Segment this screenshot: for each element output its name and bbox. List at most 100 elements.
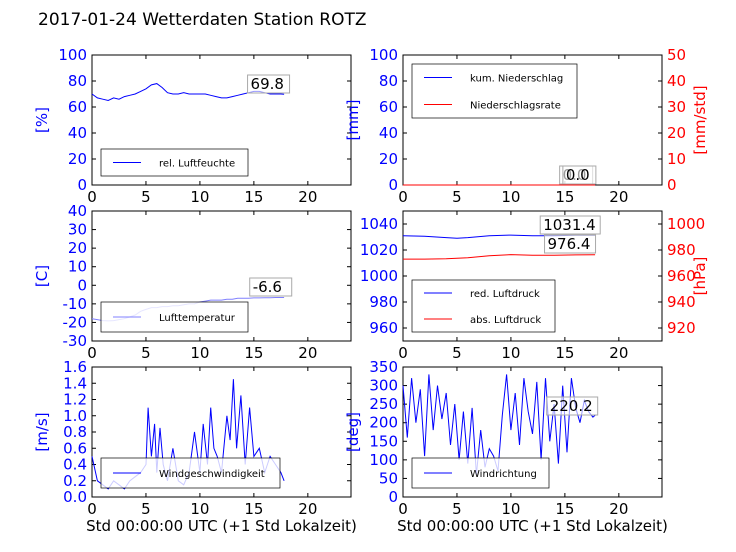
y-tick-label: 0 bbox=[77, 276, 87, 294]
x-tick-label: 0 bbox=[398, 344, 408, 362]
x-tick-label: 10 bbox=[501, 344, 520, 362]
y-tick-label: 10 bbox=[68, 258, 87, 276]
x-tick-label: 20 bbox=[298, 188, 317, 206]
y-tick-label: 1040 bbox=[360, 215, 398, 233]
legend-label: rel. Luftfeuchte bbox=[159, 159, 235, 170]
legend-label: Lufttemperatur bbox=[159, 313, 236, 324]
y-tick-label: 20 bbox=[379, 150, 398, 168]
y-tick-label: 80 bbox=[68, 72, 87, 90]
y2-tick-label: 920 bbox=[667, 319, 696, 337]
y-tick-label: 50 bbox=[379, 469, 398, 487]
x-tick-label: 10 bbox=[190, 500, 209, 518]
y-tick-label: 200 bbox=[369, 414, 398, 432]
series-line bbox=[402, 374, 596, 475]
y-tick-label: 0 bbox=[388, 488, 398, 506]
y2-tick-label: 1000 bbox=[667, 215, 705, 233]
y-tick-label: 0 bbox=[77, 176, 87, 194]
y-tick-label: 1020 bbox=[360, 241, 398, 259]
x-tick-label: 0 bbox=[87, 188, 97, 206]
annotation-label: 69.8 bbox=[251, 75, 284, 93]
y-tick-label: 150 bbox=[369, 432, 398, 450]
annotation-box bbox=[539, 215, 601, 235]
annotation-label: 976.4 bbox=[548, 235, 591, 253]
x-tick-label: 15 bbox=[555, 500, 574, 518]
y-tick-label: 100 bbox=[369, 46, 398, 64]
x-tick-label: 5 bbox=[452, 344, 462, 362]
x-tick-label: 20 bbox=[298, 500, 317, 518]
y-axis-label: [deg] bbox=[344, 412, 362, 452]
annotation-box bbox=[562, 165, 597, 185]
annotation-box bbox=[249, 277, 293, 297]
y-tick-label: 350 bbox=[369, 358, 398, 376]
x-tick-label: 20 bbox=[609, 344, 628, 362]
x-axis-label: Std 00:00:00 UTC (+1 Std Lokalzeit) bbox=[397, 517, 668, 535]
x-tick-label: 5 bbox=[452, 500, 462, 518]
x-tick-label: 10 bbox=[501, 188, 520, 206]
x-tick-label: 5 bbox=[141, 188, 151, 206]
legend-label: kum. Niederschlag bbox=[470, 74, 563, 85]
y2-tick-label: 10 bbox=[667, 150, 686, 168]
y2-tick-label: 20 bbox=[667, 124, 686, 142]
x-tick-label: 15 bbox=[244, 500, 263, 518]
x-tick-label: 20 bbox=[609, 188, 628, 206]
y2-tick-label: 50 bbox=[667, 46, 686, 64]
y-tick-label: 1.2 bbox=[63, 391, 87, 409]
x-axis-label: Std 00:00:00 UTC (+1 Std Lokalzeit) bbox=[86, 517, 357, 535]
y2-tick-label: 940 bbox=[667, 293, 696, 311]
y-tick-label: -30 bbox=[63, 332, 88, 350]
legend-label: Windgeschwindigkeit bbox=[159, 469, 265, 480]
legend-label: red. Luftdruck bbox=[470, 289, 540, 300]
y2-tick-label: 30 bbox=[667, 98, 686, 116]
y-tick-label: 40 bbox=[68, 124, 87, 142]
x-tick-label: 10 bbox=[190, 188, 209, 206]
y2-tick-label: 960 bbox=[667, 267, 696, 285]
y-tick-label: 100 bbox=[369, 451, 398, 469]
y2-tick-label: 0 bbox=[667, 176, 677, 194]
x-tick-label: 20 bbox=[609, 500, 628, 518]
annotation-box bbox=[247, 74, 291, 94]
y-tick-label: 0.4 bbox=[63, 456, 87, 474]
x-tick-label: 10 bbox=[501, 500, 520, 518]
y2-axis-label: [hPa] bbox=[691, 257, 709, 296]
x-tick-label: 15 bbox=[244, 188, 263, 206]
y-tick-label: -10 bbox=[63, 295, 88, 313]
figure-title: 2017-01-24 Wetterdaten Station ROTZ bbox=[38, 10, 367, 30]
y-tick-label: 0.2 bbox=[63, 472, 87, 490]
annotation-box bbox=[546, 396, 599, 416]
annotation-label: 0.0 bbox=[566, 166, 590, 184]
y-tick-label: 1.4 bbox=[63, 374, 87, 392]
x-tick-label: 15 bbox=[555, 344, 574, 362]
x-tick-label: 10 bbox=[190, 344, 209, 362]
y-axis-label: [C] bbox=[33, 265, 51, 287]
y-tick-label: 980 bbox=[369, 293, 398, 311]
y2-axis-label: [mm/std] bbox=[691, 85, 709, 154]
y-tick-label: -20 bbox=[63, 313, 88, 331]
legend-box bbox=[411, 279, 556, 333]
y-tick-label: 0.6 bbox=[63, 439, 87, 457]
x-tick-label: 5 bbox=[141, 344, 151, 362]
y2-tick-label: 40 bbox=[667, 72, 686, 90]
y-tick-label: 30 bbox=[68, 221, 87, 239]
x-tick-label: 0 bbox=[398, 188, 408, 206]
legend-label: Windrichtung bbox=[470, 469, 537, 480]
y-axis-label: [m/s] bbox=[33, 412, 51, 451]
y-tick-label: 80 bbox=[379, 72, 398, 90]
annotation-label: -6.6 bbox=[253, 278, 282, 296]
y-tick-label: 0 bbox=[388, 176, 398, 194]
x-tick-label: 5 bbox=[141, 500, 151, 518]
legend-box bbox=[411, 63, 578, 119]
x-tick-label: 0 bbox=[398, 500, 408, 518]
annotation-box bbox=[544, 234, 597, 254]
y-tick-label: 1000 bbox=[360, 267, 398, 285]
x-tick-label: 15 bbox=[244, 344, 263, 362]
y-tick-label: 100 bbox=[58, 46, 87, 64]
y2-tick-label: 980 bbox=[667, 241, 696, 259]
y-tick-label: 40 bbox=[68, 202, 87, 220]
y-tick-label: 60 bbox=[68, 98, 87, 116]
y-tick-label: 300 bbox=[369, 377, 398, 395]
y-tick-label: 40 bbox=[379, 124, 398, 142]
x-tick-label: 15 bbox=[555, 188, 574, 206]
y-tick-label: 960 bbox=[369, 319, 398, 337]
y-tick-label: 250 bbox=[369, 395, 398, 413]
x-tick-label: 0 bbox=[87, 500, 97, 518]
